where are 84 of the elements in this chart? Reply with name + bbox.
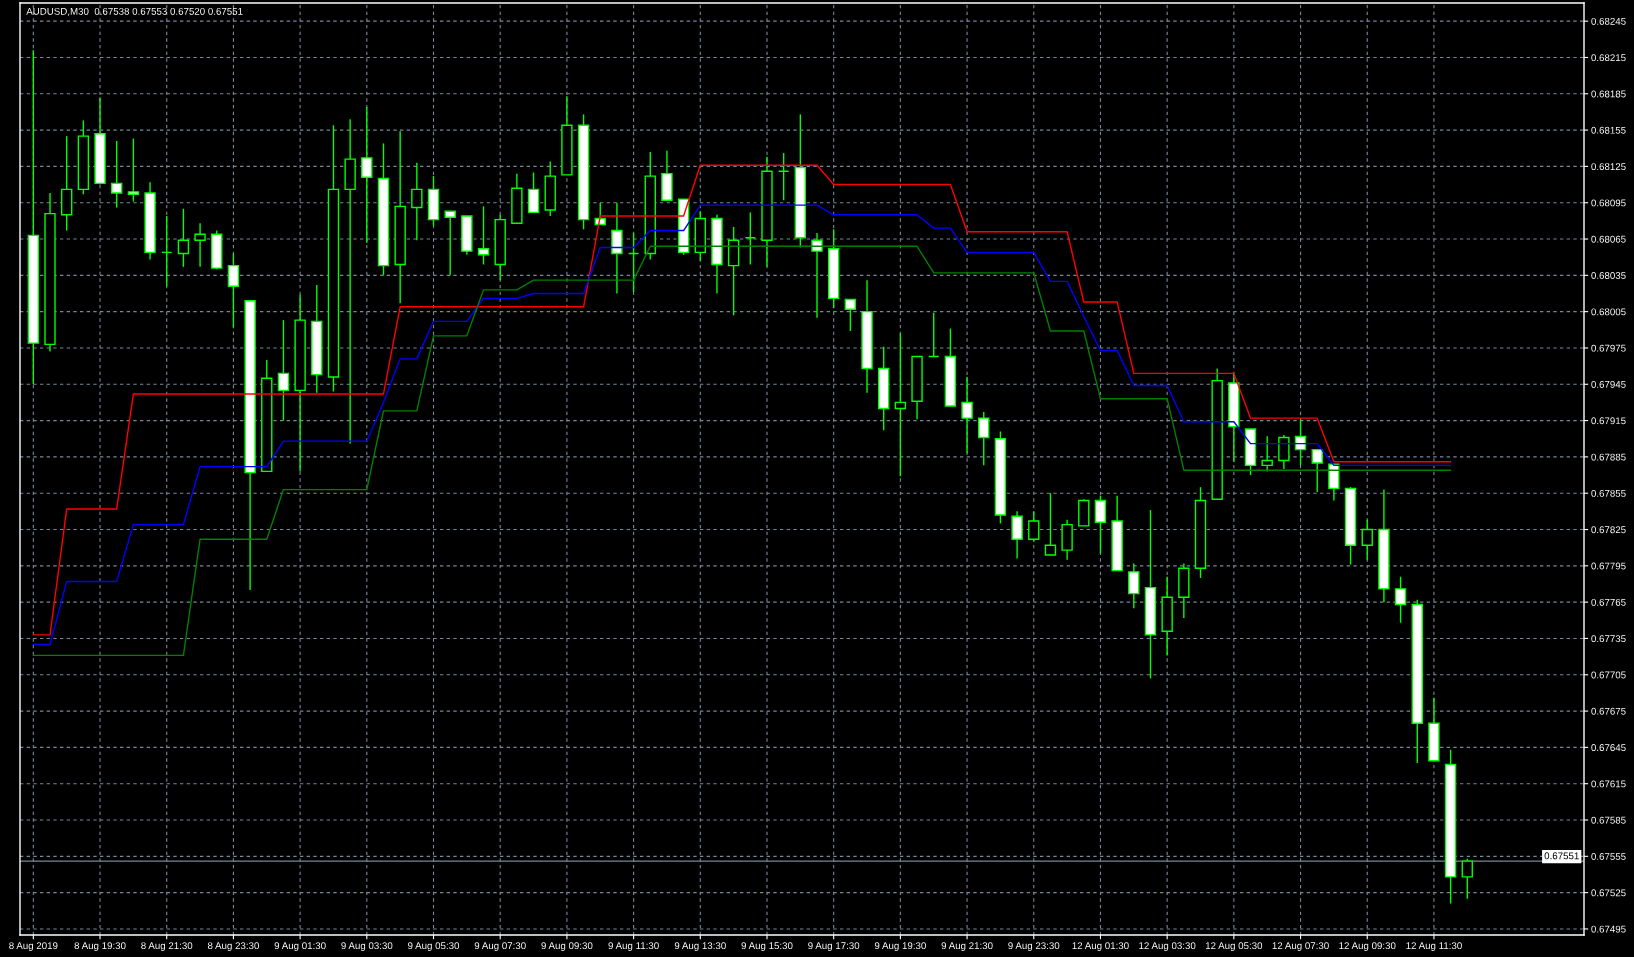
y-tick-label: 0.68065 [1591,235,1626,243]
y-tick-label: 0.68245 [1591,17,1626,25]
y-tick-label: 0.68125 [1591,163,1626,171]
y-tick-label: 0.67765 [1591,598,1626,606]
candlestick [1361,519,1373,561]
x-tick-label: 8 Aug 19:30 [74,942,126,952]
candlestick [227,252,240,329]
y-tick-label: 0.67825 [1591,526,1626,534]
candlestick [111,140,123,209]
y-tick-label: 0.68155 [1591,126,1626,134]
candlestick [894,332,907,477]
x-tick-label: 12 Aug 05:30 [1205,942,1263,952]
candlestick [1094,494,1107,555]
x-tick-label: 9 Aug 07:30 [474,942,526,952]
x-tick-label: 9 Aug 19:30 [874,942,926,952]
candlestick [444,210,456,277]
candlestick [344,118,356,445]
y-tick-label: 0.67885 [1591,453,1626,461]
x-tick-label: 12 Aug 01:30 [1072,942,1129,952]
y-tick-label: 0.67735 [1591,635,1626,643]
candlestick [161,215,173,287]
y-tick-label: 0.68005 [1591,308,1626,316]
y-tick-label: 0.67615 [1591,780,1626,788]
y-tick-label: 0.67525 [1591,889,1626,897]
x-tick-label: 8 Aug 2019 [9,942,58,952]
candlestick [611,202,623,295]
candlestick [811,232,823,319]
y-tick-label: 0.68215 [1591,54,1626,62]
candlestick [744,211,757,266]
x-tick-label: 9 Aug 03:30 [341,942,393,952]
candlestick [277,319,290,422]
candlestick [961,376,973,454]
candlestick [777,152,790,201]
x-tick-label: 9 Aug 15:30 [741,942,793,952]
x-tick-label: 9 Aug 21:30 [941,942,993,952]
candlestick [1311,448,1323,493]
candlestick [411,162,423,241]
x-tick-label: 12 Aug 03:30 [1139,942,1196,952]
y-tick-label: 0.67675 [1591,707,1626,715]
y-tick-label: 0.67645 [1591,744,1626,752]
x-tick-label: 9 Aug 11:30 [608,942,659,952]
x-tick-label: 9 Aug 01:30 [274,942,326,952]
candlestick [1461,858,1473,900]
x-tick-label: 9 Aug 05:30 [408,942,460,952]
candlestick [127,137,140,203]
y-tick-label: 0.67975 [1591,344,1626,352]
y-tick-label: 0.68095 [1591,199,1626,207]
candlestick [477,205,490,266]
candlestick [928,312,940,358]
x-tick-label: 12 Aug 11:30 [1406,942,1462,952]
y-tick-label: 0.67495 [1591,925,1626,933]
x-tick-label: 8 Aug 23:30 [207,942,259,952]
y-tick-label: 0.67705 [1591,671,1626,679]
candlestick [1261,435,1273,473]
y-tick-label: 0.67585 [1591,816,1626,824]
candlestick [844,298,857,332]
x-tick-label: 9 Aug 23:30 [1008,942,1060,952]
candlestick [194,222,206,268]
y-tick-label: 0.67915 [1591,417,1626,425]
candlestick [527,171,540,214]
candlestick [1011,510,1023,560]
y-tick-label: 0.67555 [1591,853,1626,860]
x-tick-label: 8 Aug 21:30 [141,942,193,952]
ref-line-label: 0.67551 [1544,852,1579,860]
y-tick-label: 0.67945 [1591,381,1626,388]
x-tick-label: 12 Aug 07:30 [1272,942,1329,952]
chart-title: AUDUSD,M30 0.67538 0.67553 0.67520 0.67551 [26,7,243,16]
candlestick [1394,576,1407,624]
candlestick [1128,562,1140,609]
y-tick-label: 0.67855 [1591,489,1626,497]
candlestick [177,208,190,268]
candlestick [1278,434,1290,470]
candlestick [361,106,373,244]
y-tick-label: 0.67795 [1591,562,1626,570]
x-tick-label: 12 Aug 09:30 [1339,942,1396,952]
y-tick-label: 0.68185 [1591,90,1626,98]
candlestick [1028,510,1040,543]
candlestick [627,232,640,293]
candlestick [978,411,990,467]
candlestick [1044,492,1057,556]
x-tick-label: 9 Aug 09:30 [541,942,593,952]
x-tick-label: 9 Aug 13:30 [674,942,726,952]
y-tick-label: 0.68035 [1591,272,1626,279]
x-tick-label: 9 Aug 17:30 [808,942,860,952]
